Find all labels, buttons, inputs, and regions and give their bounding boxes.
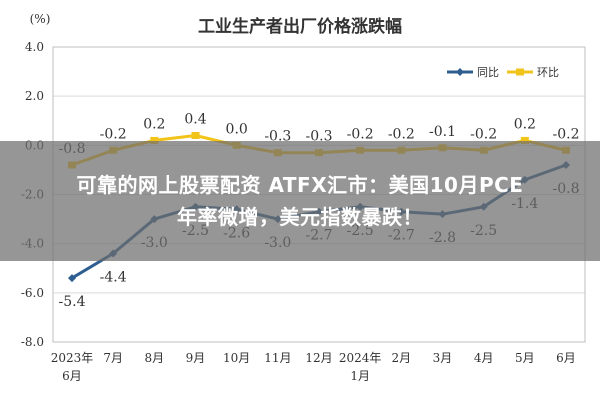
data-point [68,274,76,283]
y-tick-label: 4.0 [25,40,44,54]
data-label: 0.2 [514,116,536,132]
legend-label: 同比 [477,66,499,79]
data-point [150,136,159,144]
x-tick-label: 2024年 1月 [339,351,382,383]
data-label: -0.2 [470,126,497,142]
legend-label: 环比 [537,66,559,79]
y-axis-unit: (%) [30,12,51,26]
x-tick-label: 2023年 6月 [51,351,94,383]
data-label: -5.4 [59,294,86,310]
x-tick-label: 2月 [392,351,412,365]
data-label: -0.2 [553,126,580,142]
legend-marker [456,68,464,76]
data-label: -0.1 [429,124,456,140]
x-tick-label: 8月 [145,351,165,365]
chart-title: 工业生产者出厂价格涨跌幅 [198,16,402,37]
y-tick-label: -6.0 [21,286,44,300]
headline-line-2: 年率微增，美元指数暴跌！ [177,205,423,229]
x-tick-label: 6月 [556,351,576,365]
data-label: 0.4 [184,112,206,128]
x-tick-label: 9月 [186,351,206,365]
x-tick-label: 5月 [515,351,535,365]
x-tick-label: 4月 [474,351,494,365]
data-label: -4.4 [100,270,127,286]
x-tick-label: 11月 [264,351,291,365]
x-tick-label: 7月 [103,351,123,365]
y-tick-label: -8.0 [21,335,44,349]
headline-banner[interactable]: 可靠的网上股票配资 ATFX汇市：美国10月PCE 年率微增，美元指数暴跌！ [0,141,600,261]
data-label: 0.2 [143,116,165,132]
data-point [520,136,529,144]
x-tick-label: 10月 [223,351,250,365]
x-tick-label: 3月 [433,351,453,365]
data-label: -0.2 [100,126,127,142]
data-label: -0.2 [347,126,374,142]
data-label: -0.3 [264,129,291,145]
data-point [191,132,200,139]
data-label: -0.3 [306,129,333,145]
legend-marker [516,68,524,76]
legend: 同比 环比 [447,66,559,79]
x-tick-label: 12月 [305,351,332,365]
y-tick-label: 2.0 [25,89,44,103]
data-label: -0.2 [388,126,415,142]
headline-line-1: 可靠的网上股票配资 ATFX汇市：美国10月PCE [76,173,524,197]
data-label: 0.0 [226,121,248,137]
